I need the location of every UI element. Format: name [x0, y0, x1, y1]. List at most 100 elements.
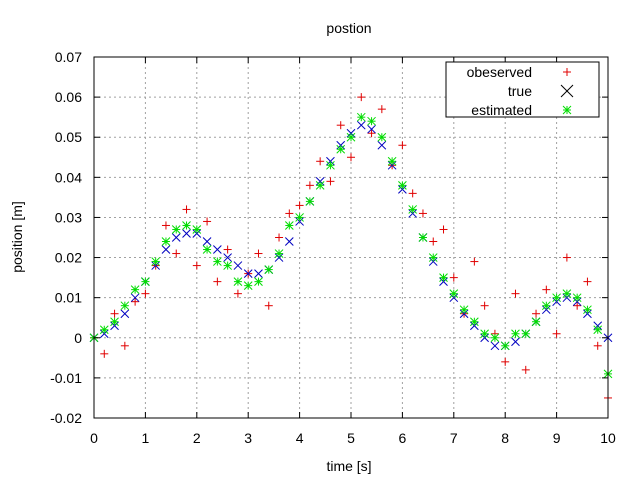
estimated-point [439, 273, 448, 282]
estimated-point [336, 144, 346, 154]
obeserved-point [316, 157, 325, 166]
true-point [387, 160, 397, 170]
x-axis-label: time [s] [326, 458, 371, 474]
estimated-point [326, 160, 335, 170]
estimated-point [356, 112, 366, 122]
obeserved-point [141, 289, 150, 298]
obeserved-point [501, 357, 510, 366]
true-point [326, 156, 335, 166]
true-point [593, 321, 603, 331]
x-tick-label: 4 [296, 430, 304, 446]
estimated-point [346, 132, 356, 142]
obeserved-point [511, 289, 520, 298]
estimated-point [387, 156, 397, 166]
obeserved-point [285, 209, 294, 218]
true-point [356, 120, 366, 130]
true-point [182, 229, 191, 238]
y-tick-label: 0.01 [55, 290, 82, 306]
y-tick-label: -0.01 [50, 370, 82, 386]
legend-marker-obeserved [563, 68, 571, 76]
true-point [583, 309, 592, 319]
obeserved-point [521, 365, 530, 374]
estimated-point [470, 317, 479, 327]
x-tick-label: 10 [600, 430, 616, 446]
legend-marker-true [560, 84, 574, 98]
obeserved-point [100, 349, 109, 358]
x-tick-label: 8 [501, 430, 509, 446]
true-point [192, 229, 202, 238]
y-tick-label: 0.04 [55, 169, 82, 185]
estimated-point [141, 277, 150, 286]
x-tick-label: 7 [450, 430, 458, 446]
obeserved-point [367, 129, 376, 138]
y-axis-label: position [m] [9, 201, 25, 273]
obeserved-point [377, 105, 386, 114]
estimated-point [120, 301, 130, 311]
true-point [336, 140, 346, 150]
x-tick-label: 6 [399, 430, 407, 446]
true-point [470, 321, 479, 331]
estimated-point [110, 317, 119, 327]
true-point [202, 237, 212, 246]
true-point [315, 176, 325, 186]
true-point [161, 245, 171, 254]
true-point [110, 321, 119, 331]
obeserved-point [305, 181, 314, 190]
estimated-point [418, 233, 428, 242]
y-tick-label: 0.03 [55, 209, 82, 225]
true-point [274, 253, 284, 262]
true-point [254, 269, 263, 278]
estimated-point [274, 249, 284, 258]
estimated-point [408, 205, 418, 214]
true-point [295, 217, 304, 226]
estimated-point [161, 237, 171, 246]
estimated-point [202, 245, 212, 254]
estimated-point [233, 277, 243, 286]
true-point [367, 124, 376, 134]
obeserved-point [336, 121, 345, 130]
estimated-point [562, 289, 572, 299]
estimated-point [490, 333, 500, 343]
estimated-point [398, 181, 407, 190]
series-obeserved [90, 93, 612, 402]
data-marks [89, 93, 613, 402]
estimated-point [511, 329, 520, 339]
obeserved-point [192, 261, 201, 270]
obeserved-point [275, 233, 284, 242]
y-tick-label: 0.07 [55, 49, 82, 65]
estimated-point [284, 221, 294, 230]
estimated-point [305, 197, 315, 206]
axis-ticks: 0 1 2 3 4 5 6 7 8 9 10 -0.02 -0.01 0 0.01 0.02 0.03 0.04 0… [50, 49, 616, 446]
obeserved-point [552, 329, 561, 338]
true-point [99, 329, 109, 339]
obeserved-point [161, 221, 170, 230]
obeserved-point [532, 309, 541, 318]
estimated-point [223, 261, 232, 270]
x-tick-label: 1 [142, 430, 150, 446]
estimated-point [541, 301, 551, 311]
estimated-point [521, 329, 531, 339]
obeserved-point [418, 209, 427, 218]
true-point [480, 333, 489, 343]
y-tick-label: 0.06 [55, 89, 82, 105]
estimated-point [572, 293, 582, 303]
obeserved-point [213, 277, 222, 286]
legend: obeserved true estimated [445, 61, 600, 118]
estimated-point [531, 317, 541, 327]
true-point [151, 261, 161, 270]
y-tick-label: 0.05 [55, 129, 82, 145]
true-point [449, 293, 459, 303]
obeserved-point [573, 301, 582, 310]
true-point [408, 209, 418, 218]
estimated-point [428, 253, 438, 262]
true-point [130, 293, 140, 303]
obeserved-point [398, 141, 407, 150]
obeserved-point [110, 309, 119, 318]
true-point [562, 293, 572, 303]
obeserved-point [120, 341, 129, 350]
legend-box [445, 61, 600, 118]
true-point [439, 277, 448, 286]
true-point [171, 233, 181, 242]
legend-marker-estimated [562, 105, 572, 115]
true-point [243, 269, 253, 278]
